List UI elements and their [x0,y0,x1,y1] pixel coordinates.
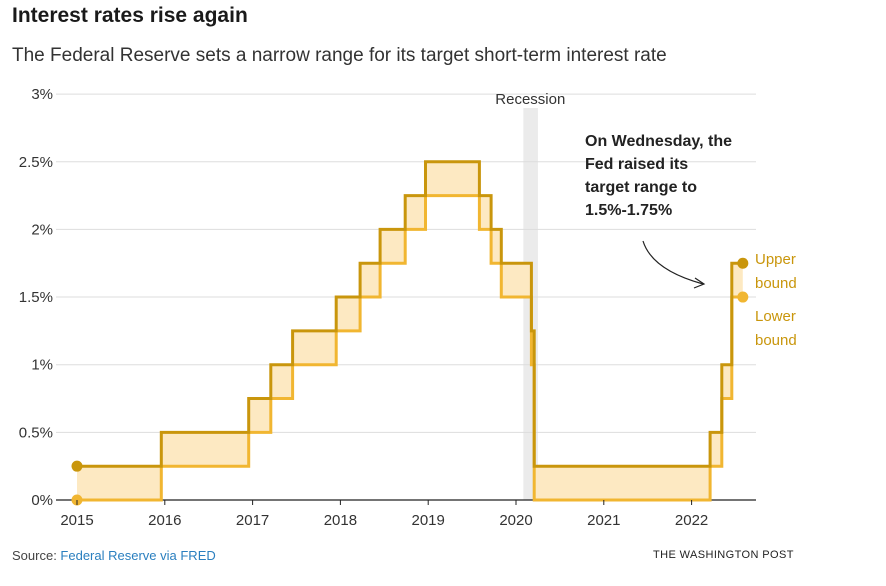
upper-bound-line [77,160,743,468]
annotation-text: On Wednesday, the Fed raised its target ra… [585,133,732,219]
upper-bound-start-dot [71,460,83,472]
y-tick-label: 2% [31,221,53,238]
y-tick-label: 3% [31,86,53,103]
x-tick-label: 2019 [412,512,445,529]
source-label: Source: [12,548,61,563]
y-tick-label: 0% [31,492,53,509]
y-tick-label: 0.5% [19,424,53,441]
chart-title: Interest rates rise again [12,4,248,27]
x-tick-label: 2015 [60,512,93,529]
annotation-arrowhead [693,277,706,289]
lower-bound-label-line: Lower [755,308,796,325]
source-link[interactable]: Federal Reserve via FRED [60,548,216,563]
x-tick-label: 2020 [499,512,532,529]
chart-subtitle: The Federal Reserve sets a narrow range … [12,45,667,66]
recession-label: Recession [495,91,565,108]
y-tick-label: 2.5% [19,154,53,171]
x-tick-label: 2016 [148,512,181,529]
annotation-line: On Wednesday, the [585,133,732,150]
source-note: Source: Federal Reserve via FRED [12,548,216,563]
upper-bound-label: Upper bound [755,251,797,292]
x-tick-label: 2021 [587,512,620,529]
y-tick-label: 1% [31,357,53,374]
annotation-line: 1.5%-1.75% [585,202,672,219]
upper-bound-label-line: bound [755,275,797,292]
upper-bound-end-dot [737,257,749,269]
lower-bound-end-dot [737,291,749,303]
x-tick-label: 2018 [324,512,357,529]
x-tick-label: 2017 [236,512,269,529]
y-tick-label: 1.5% [19,289,53,306]
publisher-credit: THE WASHINGTON POST [653,549,794,561]
x-tick-label: 2022 [675,512,708,529]
upper-bound-label-line: Upper [755,251,796,268]
annotation-arrow [642,240,704,285]
lower-bound-label-line: bound [755,332,797,349]
annotation-line: target range to [585,179,697,196]
lower-bound-label: Lower bound [755,308,797,349]
annotation-line: Fed raised its [585,156,688,173]
